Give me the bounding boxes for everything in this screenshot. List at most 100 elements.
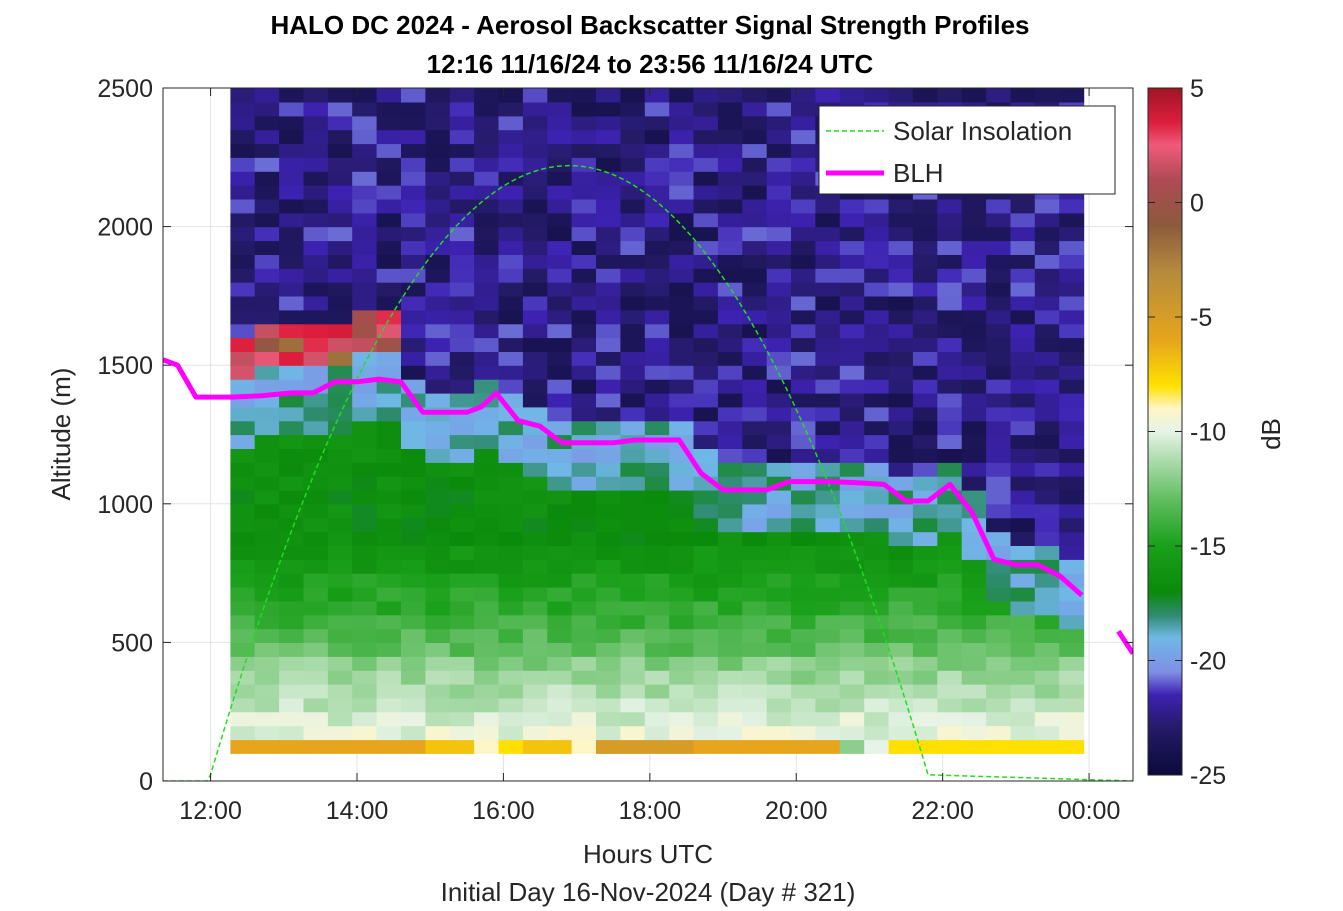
y-tick-label: 1000: [97, 491, 153, 519]
heatmap-cell: [498, 517, 524, 533]
heatmap-cell: [1034, 670, 1060, 685]
heatmap-cell: [1034, 684, 1060, 699]
heatmap-cell: [742, 226, 768, 242]
heatmap-cell: [912, 448, 938, 463]
heatmap-cell: [547, 198, 573, 214]
heatmap-cell: [742, 157, 768, 172]
heatmap-cell: [596, 309, 621, 325]
heatmap-cell: [376, 448, 402, 463]
heatmap-cell: [449, 323, 475, 339]
heatmap-cell: [620, 489, 646, 505]
heatmap-cell: [717, 545, 743, 560]
heatmap-cell: [303, 226, 329, 242]
heatmap-cell: [376, 295, 402, 311]
heatmap-cell: [230, 157, 256, 172]
heatmap-cell: [352, 226, 378, 242]
heatmap-cell: [327, 129, 353, 145]
heatmap-cell: [1059, 670, 1085, 685]
heatmap-cell: [547, 725, 573, 741]
heatmap-cell: [352, 337, 378, 352]
heatmap-cell: [1059, 226, 1085, 242]
heatmap-cell: [376, 157, 402, 172]
heatmap-cell: [522, 171, 548, 186]
heatmap-cell: [596, 282, 621, 297]
heatmap-cell: [912, 684, 938, 699]
heatmap-cell: [474, 725, 500, 741]
heatmap-cell: [449, 739, 475, 754]
heatmap-cell: [498, 531, 524, 546]
heatmap-cell: [1010, 268, 1036, 283]
heatmap-cell: [279, 462, 305, 477]
heatmap-cell: [279, 517, 305, 533]
heatmap-cell: [888, 476, 914, 491]
heatmap-cell: [839, 226, 865, 242]
heatmap-cell: [1010, 323, 1036, 339]
heatmap-cell: [815, 295, 841, 311]
heatmap-cell: [644, 115, 670, 131]
heatmap-cell: [230, 697, 256, 713]
heatmap-cell: [522, 309, 548, 325]
heatmap-cell: [571, 212, 597, 228]
heatmap-cell: [547, 129, 573, 145]
heatmap-cell: [961, 295, 987, 311]
heatmap-cell: [766, 489, 792, 505]
colorbar-tick-label: -5: [1190, 304, 1212, 332]
heatmap-cell: [571, 628, 597, 643]
heatmap-cell: [425, 143, 451, 158]
heatmap-cell: [425, 600, 451, 616]
heatmap-cell: [401, 448, 426, 463]
heatmap-cell: [791, 587, 816, 602]
heatmap-cell: [571, 157, 597, 172]
heatmap-cell: [401, 656, 426, 671]
heatmap-cell: [401, 282, 426, 297]
heatmap-cell: [717, 129, 743, 145]
heatmap-cell: [864, 254, 890, 269]
heatmap-cell: [937, 587, 963, 602]
heatmap-cell: [230, 337, 256, 352]
heatmap-cell: [547, 531, 573, 546]
heatmap-cell: [401, 614, 426, 630]
heatmap-cell: [644, 157, 670, 172]
heatmap-cell: [401, 101, 426, 117]
heatmap-cell: [279, 101, 305, 117]
heatmap-cell: [498, 268, 524, 283]
heatmap-cell: [742, 185, 768, 200]
heatmap-cell: [986, 656, 1012, 671]
heatmap-cell: [279, 129, 305, 145]
heatmap-cell: [669, 171, 695, 186]
heatmap-cell: [425, 614, 451, 630]
heatmap-cell: [937, 282, 963, 297]
heatmap-cell: [791, 115, 816, 131]
heatmap-cell: [303, 268, 329, 283]
heatmap-cell: [303, 587, 329, 602]
heatmap-cell: [449, 240, 475, 255]
heatmap-cell: [766, 392, 792, 408]
heatmap-cell: [864, 614, 890, 630]
heatmap-cell: [717, 476, 743, 491]
heatmap-cell: [547, 323, 573, 339]
heatmap-cell: [571, 573, 597, 588]
heatmap-cell: [791, 697, 816, 713]
legend[interactable]: Solar Insolation BLH: [818, 105, 1116, 195]
heatmap-cell: [766, 88, 792, 103]
legend-box: [818, 105, 1116, 195]
heatmap-cell: [1010, 697, 1036, 713]
heatmap-cell: [498, 711, 524, 727]
heatmap-cell: [230, 365, 256, 380]
heatmap-cell: [425, 448, 451, 463]
heatmap-cell: [839, 254, 865, 269]
heatmap-cell: [669, 185, 695, 200]
x-tick-label: 20:00: [765, 797, 828, 825]
heatmap-cell: [1034, 587, 1060, 602]
heatmap-cell: [742, 101, 768, 117]
heatmap-cell: [717, 115, 743, 131]
heatmap-cell: [791, 725, 816, 741]
heatmap-cell: [352, 476, 378, 491]
heatmap-cell: [230, 295, 256, 311]
heatmap-cell: [693, 573, 719, 588]
heatmap-cell: [839, 697, 865, 713]
heatmap-cell: [888, 337, 914, 352]
heatmap-cell: [864, 587, 890, 602]
heatmap-cell: [888, 420, 914, 436]
heatmap-cell: [474, 476, 500, 491]
